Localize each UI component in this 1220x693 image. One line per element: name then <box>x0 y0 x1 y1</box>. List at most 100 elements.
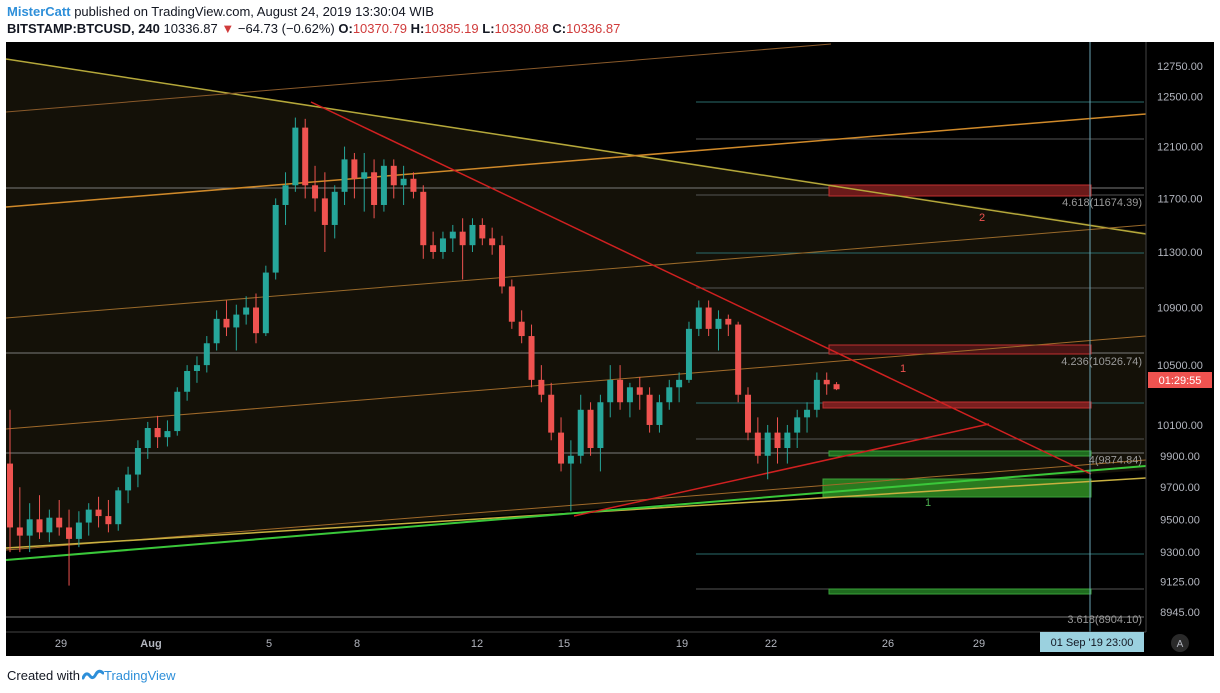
trendline <box>5 459 1147 551</box>
resistance-zone <box>828 184 1092 197</box>
price-axis[interactable]: 12750.00 12500.00 12100.00 11700.00 11300.00… <box>1157 61 1203 619</box>
candle-body <box>233 314 240 328</box>
candle-body <box>430 245 437 252</box>
time-axis-bg <box>6 632 1214 656</box>
price-tick-label: 12100.00 <box>1157 142 1203 154</box>
candle-body <box>813 379 820 410</box>
countdown-label: 01:29:55 <box>1159 375 1202 387</box>
support-zone <box>828 450 1092 457</box>
price-tick-label: 11300.00 <box>1157 247 1202 259</box>
candle-body <box>626 387 633 403</box>
low-value: 10330.88 <box>494 21 549 36</box>
price-tick-label: 11700.00 <box>1157 193 1202 205</box>
price-tick-label: 12500.00 <box>1157 91 1203 103</box>
date-tick-label: 19 <box>676 638 688 650</box>
date-tick-label: 8 <box>354 638 360 650</box>
candle-body <box>390 165 397 186</box>
tradingview-brand[interactable]: TradingView <box>104 668 176 683</box>
trendline <box>5 335 1147 430</box>
candle-body <box>75 522 82 539</box>
close-label: C: <box>552 21 567 36</box>
fib-level-label: 4.618(11674.39) <box>1062 197 1142 209</box>
candle-body <box>676 379 683 388</box>
candle-body <box>666 387 673 403</box>
time-axis[interactable]: 29 Aug 5 8 12 15 19 22 26 29 <box>55 638 985 650</box>
candle-body <box>105 516 112 525</box>
chart-header: MisterCatt published on TradingView.com,… <box>0 0 1220 42</box>
trendline <box>5 224 1147 319</box>
price-tick-label: 9300.00 <box>1160 547 1200 559</box>
author-name[interactable]: MisterCatt <box>7 4 71 19</box>
candle-body <box>784 432 791 449</box>
close-value: 10336.87 <box>566 21 621 36</box>
candle-body <box>46 517 53 533</box>
candle-body <box>371 172 378 205</box>
candle-body <box>16 527 23 536</box>
price-tick-label: 9900.00 <box>1160 451 1200 463</box>
candle-body <box>764 432 771 456</box>
candle-body <box>272 204 279 273</box>
open-value: 10370.79 <box>352 21 408 36</box>
auto-scale-button[interactable] <box>1171 634 1189 652</box>
candle-body <box>85 509 92 523</box>
high-value: 10385.19 <box>424 21 479 36</box>
candle-body <box>331 191 338 225</box>
zone-label: 1 <box>925 497 931 509</box>
candle-body <box>725 318 732 325</box>
price-axis-bg <box>1146 42 1214 632</box>
candle-body <box>577 409 584 456</box>
trendline <box>5 113 1147 208</box>
candle-body <box>508 286 515 322</box>
zone-labels: 2 1 1 <box>900 212 985 509</box>
date-tick-label: 26 <box>882 638 894 650</box>
price-chart[interactable]: 4.618(11674.39) 4.236(10526.74) 4(9874.84)… <box>5 42 1214 656</box>
candle-body <box>125 474 132 491</box>
candle-body <box>518 321 525 337</box>
candle-body <box>695 307 702 329</box>
auto-scale-icon[interactable]: A <box>1177 639 1184 650</box>
candle-series <box>7 117 840 586</box>
crosshair-date-label: 01 Sep '19 23:00 <box>1051 637 1134 649</box>
ohlc-legend: BITSTAMP:BTCUSD, 240 10336.87 ▼ −64.73 (… <box>7 21 620 36</box>
support-zone <box>828 588 1092 595</box>
price-tick-label: 10900.00 <box>1157 303 1203 315</box>
resistance-zone <box>828 344 1092 355</box>
chart-area[interactable]: 4.618(11674.39) 4.236(10526.74) 4(9874.84)… <box>5 42 1214 656</box>
fib-level-label: 4(9874.84) <box>1089 455 1142 467</box>
footer: Created with TradingView <box>0 656 1220 693</box>
fib-level-label: 3.618(8904.10) <box>1067 614 1142 626</box>
fib-level-label: 4.236(10526.74) <box>1061 356 1142 368</box>
candle-body <box>636 387 643 395</box>
candle-body <box>685 328 692 380</box>
price-tick-label: 9125.00 <box>1160 576 1200 588</box>
fib-labels: 4.618(11674.39) 4.236(10526.74) 4(9874.84)… <box>1061 197 1142 626</box>
candle-body <box>439 238 446 252</box>
created-with-text: Created with <box>7 668 80 683</box>
trend-drawings <box>5 42 1147 632</box>
candle-body <box>469 224 476 246</box>
price-tick-label: 8945.00 <box>1160 607 1200 619</box>
candle-body <box>597 402 604 449</box>
candle-body <box>302 127 309 186</box>
candle-body <box>656 402 663 425</box>
candle-body <box>184 370 191 392</box>
candle-body <box>174 391 181 432</box>
candle-body <box>66 527 73 539</box>
candle-body <box>341 159 348 192</box>
candle-body <box>262 272 269 334</box>
candle-body <box>823 379 830 385</box>
high-label: H: <box>410 21 425 36</box>
candle-body <box>95 509 102 517</box>
wedge-fill <box>6 59 1146 550</box>
date-tick-label: 5 <box>266 638 272 650</box>
candle-body <box>567 455 574 464</box>
trendline <box>310 101 1092 475</box>
price-tick-label: 10500.00 <box>1157 360 1203 372</box>
candle-body <box>754 432 761 456</box>
open-label: O: <box>338 21 353 36</box>
candle-body <box>705 307 712 329</box>
candle-body <box>312 185 319 199</box>
tradingview-logo-icon[interactable] <box>82 669 104 683</box>
candle-body <box>243 307 250 315</box>
candle-body <box>223 318 230 328</box>
